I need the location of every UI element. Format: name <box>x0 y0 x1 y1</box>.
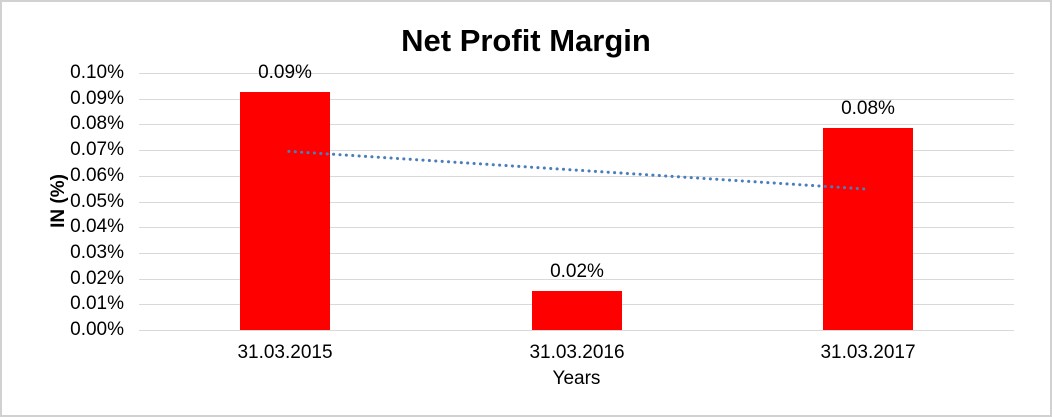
y-tick-label: 0.06% <box>70 165 124 186</box>
x-tick-label: 31.03.2016 <box>529 342 625 363</box>
bar-31.03.2015 <box>240 92 330 330</box>
gridline <box>139 124 1014 125</box>
y-tick-label: 0.09% <box>70 88 124 109</box>
gridline <box>139 227 1014 228</box>
bar-value-label: 0.08% <box>841 98 895 119</box>
gridline <box>139 150 1014 151</box>
gridline <box>139 330 1014 331</box>
gridline <box>139 279 1014 280</box>
gridline <box>139 253 1014 254</box>
chart-title: Net Profit Margin <box>401 23 651 58</box>
gridline <box>139 99 1014 100</box>
y-tick-label: 0.05% <box>70 191 124 212</box>
bar-value-label: 0.02% <box>550 261 604 282</box>
plot-area: 0.09% 0.02% 0.08% <box>139 63 1014 331</box>
x-tick-label: 31.03.2017 <box>820 342 916 363</box>
trendline <box>287 149 866 191</box>
y-tick-label: 0.00% <box>70 319 124 340</box>
gridline <box>139 73 1014 74</box>
y-tick-label: 0.02% <box>70 268 124 289</box>
y-tick-label: 0.07% <box>70 139 124 160</box>
y-tick-label: 0.10% <box>70 62 124 83</box>
bar-31.03.2016 <box>532 291 622 330</box>
bar-31.03.2017 <box>823 128 913 330</box>
y-tick-label: 0.04% <box>70 216 124 237</box>
x-axis-title: Years <box>552 368 601 389</box>
gridline <box>139 202 1014 203</box>
y-tick-label: 0.08% <box>70 113 124 134</box>
y-tick-label: 0.03% <box>70 242 124 263</box>
x-tick-label: 31.03.2015 <box>237 342 333 363</box>
y-tick-label: 0.01% <box>70 293 124 314</box>
bar-value-label: 0.09% <box>258 62 312 83</box>
gridline <box>139 176 1014 177</box>
